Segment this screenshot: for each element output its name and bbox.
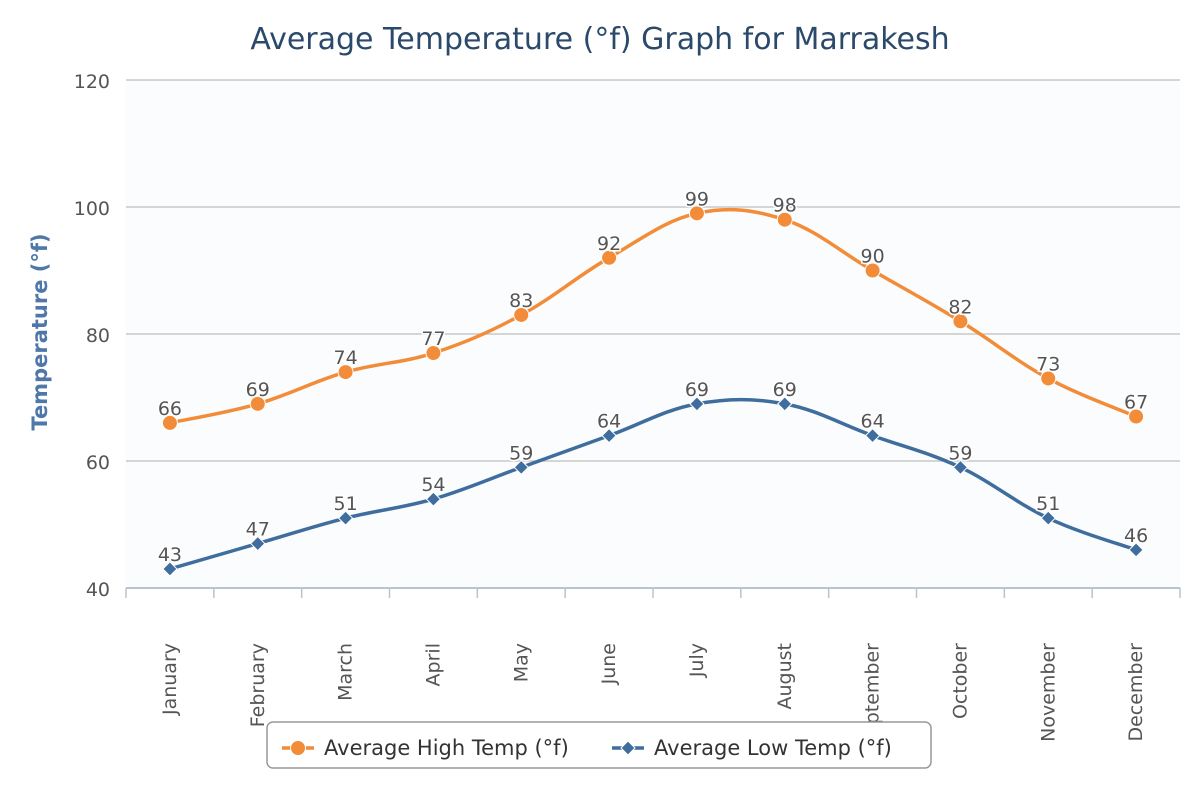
- data-point-high[interactable]: [161, 414, 178, 431]
- x-tick-label: January: [159, 643, 181, 716]
- data-point-low[interactable]: [425, 491, 442, 507]
- series-layer: 66 69 74 77 83 92 99 98 90 82 73 67 43 47 51 54 59 64 69 69…: [156, 187, 1150, 577]
- x-tick-label: May: [510, 643, 532, 682]
- x-tick-label: February: [247, 643, 269, 727]
- data-point-low[interactable]: [601, 427, 617, 444]
- data-label-high: 92: [597, 233, 621, 255]
- x-axis: January February March April May June July Augu…: [125, 587, 1181, 748]
- data-label-low: 59: [948, 442, 972, 464]
- data-label-low: 51: [333, 493, 357, 515]
- y-axis: 40 60 80 100 120: [74, 71, 110, 601]
- data-point-high[interactable]: [601, 249, 618, 266]
- grid-lines: [126, 79, 1180, 462]
- y-axis-title: Temperature (°f): [28, 233, 52, 430]
- series-low: 43 47 51 54 59 64 69 69 64 59 51 46: [156, 377, 1150, 577]
- data-label-high: 74: [333, 347, 357, 369]
- legend-label-high: Average High Temp (°f): [324, 736, 569, 760]
- x-tick-label: June: [598, 643, 620, 685]
- data-label-high: 90: [860, 246, 884, 268]
- data-label-low: 64: [860, 411, 884, 433]
- data-point-low[interactable]: [513, 459, 529, 476]
- y-tick-label: 100: [74, 198, 110, 220]
- data-label-high: 99: [685, 188, 709, 210]
- legend-marker-low: [620, 740, 636, 756]
- y-tick-label: 40: [86, 579, 110, 601]
- x-tick-label: March: [335, 643, 357, 701]
- data-point-high[interactable]: [952, 313, 969, 330]
- data-point-low[interactable]: [777, 396, 793, 412]
- legend-marker-high: [290, 740, 306, 756]
- data-point-high[interactable]: [688, 205, 705, 222]
- data-point-low[interactable]: [250, 535, 266, 552]
- data-label-low: 69: [773, 379, 797, 401]
- x-tick-label: October: [949, 643, 971, 719]
- data-point-low[interactable]: [337, 510, 354, 526]
- chart-title: Average Temperature (°f) Graph for Marra…: [250, 22, 949, 57]
- data-point-low[interactable]: [864, 427, 881, 444]
- data-label-low: 59: [509, 442, 533, 464]
- data-point-low[interactable]: [1040, 510, 1056, 526]
- y-tick-label: 60: [86, 452, 110, 474]
- series-line-low: [169, 397, 1137, 571]
- data-point-low[interactable]: [162, 561, 178, 577]
- data-label-high: 73: [1036, 353, 1060, 375]
- data-point-high[interactable]: [249, 395, 266, 412]
- data-label-high: 77: [421, 328, 445, 350]
- data-label-high: 67: [1124, 392, 1148, 414]
- data-label-low: 47: [246, 519, 270, 541]
- data-point-high[interactable]: [864, 262, 881, 279]
- data-point-high[interactable]: [1128, 408, 1145, 425]
- legend[interactable]: Average High Temp (°f) Average Low Temp (…: [266, 721, 932, 769]
- x-tick-label: July: [686, 643, 708, 678]
- data-point-low[interactable]: [689, 396, 705, 412]
- data-point-high[interactable]: [776, 211, 793, 228]
- data-point-high[interactable]: [337, 364, 354, 381]
- legend-box: [266, 721, 932, 769]
- data-point-high[interactable]: [1040, 370, 1057, 387]
- data-label-low: 69: [685, 379, 709, 401]
- series-high: 66 69 74 77 83 92 99 98 90 82 73 67: [156, 187, 1150, 431]
- legend-label-low: Average Low Temp (°f): [654, 736, 892, 760]
- y-tick-label: 120: [74, 71, 110, 93]
- data-point-high[interactable]: [513, 306, 530, 323]
- data-label-high: 66: [158, 398, 182, 420]
- data-label-low: 46: [1124, 525, 1148, 547]
- x-tick-label: December: [1125, 643, 1147, 742]
- data-label-high: 98: [773, 195, 797, 217]
- legend-item-high[interactable]: Average High Temp (°f): [282, 736, 569, 760]
- data-label-high: 83: [509, 290, 533, 312]
- data-label-high: 82: [948, 296, 972, 318]
- x-tick-label: November: [1037, 643, 1059, 742]
- data-label-low: 54: [421, 474, 445, 496]
- data-point-low[interactable]: [1128, 542, 1144, 558]
- data-label-high: 69: [246, 379, 270, 401]
- data-label-low: 64: [597, 411, 621, 433]
- data-label-low: 43: [158, 544, 182, 566]
- x-tick-label: April: [422, 643, 444, 686]
- data-point-high[interactable]: [425, 345, 442, 362]
- data-label-low: 51: [1036, 493, 1060, 515]
- data-point-low[interactable]: [952, 459, 969, 476]
- x-tick-label: August: [774, 643, 796, 710]
- legend-item-low[interactable]: Average Low Temp (°f): [612, 736, 892, 760]
- y-tick-label: 80: [86, 325, 110, 347]
